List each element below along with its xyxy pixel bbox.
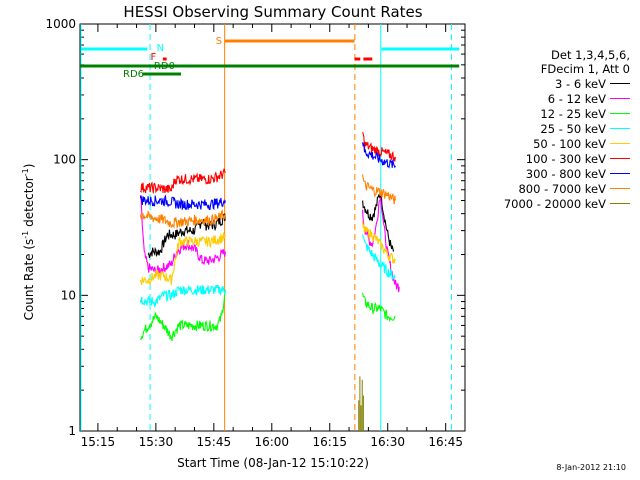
legend-entry: 3 - 6 keV [478, 76, 638, 91]
legend-swatch [610, 188, 630, 189]
y-label-part3: ) [22, 164, 36, 169]
series-line [362, 193, 395, 252]
series-line [139, 232, 226, 286]
axis-ticks: 15:15 15:30 15:45 16:00 16:15 16:30 16:45 1 10 10… [45, 17, 465, 449]
flare-label: F [150, 52, 156, 63]
legend-entry-label: 7000 - 20000 keV [503, 196, 606, 211]
y-tick-label: 1 [68, 424, 76, 438]
legend-entry: 25 - 50 keV [478, 121, 638, 136]
y-tick-label: 10 [61, 288, 76, 302]
series-line [362, 132, 396, 162]
legend-entry-label: 100 - 300 keV [525, 151, 606, 166]
legend-entry: 6 - 12 keV [478, 91, 638, 106]
legend-entry-label: 12 - 25 keV [540, 106, 606, 121]
series-line [139, 284, 226, 308]
legend-entry: 300 - 800 keV [478, 166, 638, 181]
series-line [140, 168, 226, 194]
plot-border [79, 23, 466, 432]
legend-swatch [610, 113, 630, 114]
plot-frame [79, 23, 466, 432]
legend-swatch [610, 128, 630, 129]
legend-entry: 50 - 100 keV [478, 136, 638, 151]
legend-entry: 100 - 300 keV [478, 151, 638, 166]
legend-header-decimation: FDecim 1, Att 0 [540, 62, 630, 76]
series-line [362, 234, 396, 280]
series-line [362, 174, 396, 205]
legend-entry-label: 800 - 7000 keV [518, 181, 606, 196]
legend-entry-label: 25 - 50 keV [540, 121, 606, 136]
legend-swatch [610, 143, 630, 144]
legend-swatch [610, 173, 630, 174]
x-tick-label: 15:30 [139, 435, 174, 449]
night-label: N [157, 43, 164, 54]
legend-swatch [610, 158, 630, 159]
series-line [362, 142, 396, 169]
legend-entry-label: 50 - 100 keV [533, 136, 606, 151]
x-tick-label: 15:45 [197, 435, 232, 449]
y-axis-label: Count Rate (s-1 detector-1) [21, 164, 36, 321]
y-label-sup2: -1 [21, 168, 30, 176]
y-label-sup1: -1 [21, 231, 30, 239]
x-tick-label: 16:30 [370, 435, 405, 449]
y-label-part2: detector [22, 176, 36, 231]
x-tick-label: 16:00 [254, 435, 289, 449]
x-tick-label: 16:15 [312, 435, 347, 449]
series-line [147, 212, 226, 258]
legend-entry: 12 - 25 keV [478, 106, 638, 121]
timestamp: 8-Jan-2012 21:10 [556, 463, 626, 472]
rd0-label: RD0 [154, 61, 175, 72]
x-tick-label: 16:45 [428, 435, 463, 449]
legend-entry-label: 300 - 800 keV [525, 166, 606, 181]
legend: Det 1,3,4,5,6, FDecim 1, Att 0 3 - 6 keV… [478, 48, 638, 211]
series-line [362, 292, 396, 323]
y-tick-label: 1000 [45, 17, 76, 31]
legend-entry: 800 - 7000 keV [478, 181, 638, 196]
saa-label: S [216, 36, 222, 47]
x-tick-label: 15:15 [81, 435, 116, 449]
legend-entry: 7000 - 20000 keV [478, 196, 638, 211]
legend-swatch [610, 203, 630, 204]
series-line [140, 289, 226, 341]
orbit-markers: NF S RD0 RD6 [80, 24, 460, 431]
series-line [139, 209, 226, 230]
y-label-part1: Count Rate (s [22, 239, 36, 321]
series-line [139, 194, 226, 211]
y-tick-label: 100 [53, 153, 76, 167]
legend-entry-label: 3 - 6 keV [555, 76, 606, 91]
legend-entry-label: 6 - 12 keV [547, 91, 606, 106]
legend-swatch [610, 98, 630, 99]
series-lines [139, 132, 400, 431]
x-axis-label: Start Time (08-Jan-12 15:10:22) [177, 456, 369, 470]
legend-rows: 3 - 6 keV 6 - 12 keV 12 - 25 keV 25 - 50 ke… [478, 76, 638, 211]
chart-title: HESSI Observing Summary Count Rates [123, 3, 422, 21]
legend-swatch [610, 83, 630, 84]
legend-header-detectors: Det 1,3,4,5,6, [551, 48, 630, 62]
rd6-label: RD6 [123, 69, 144, 80]
series-line [362, 220, 396, 264]
